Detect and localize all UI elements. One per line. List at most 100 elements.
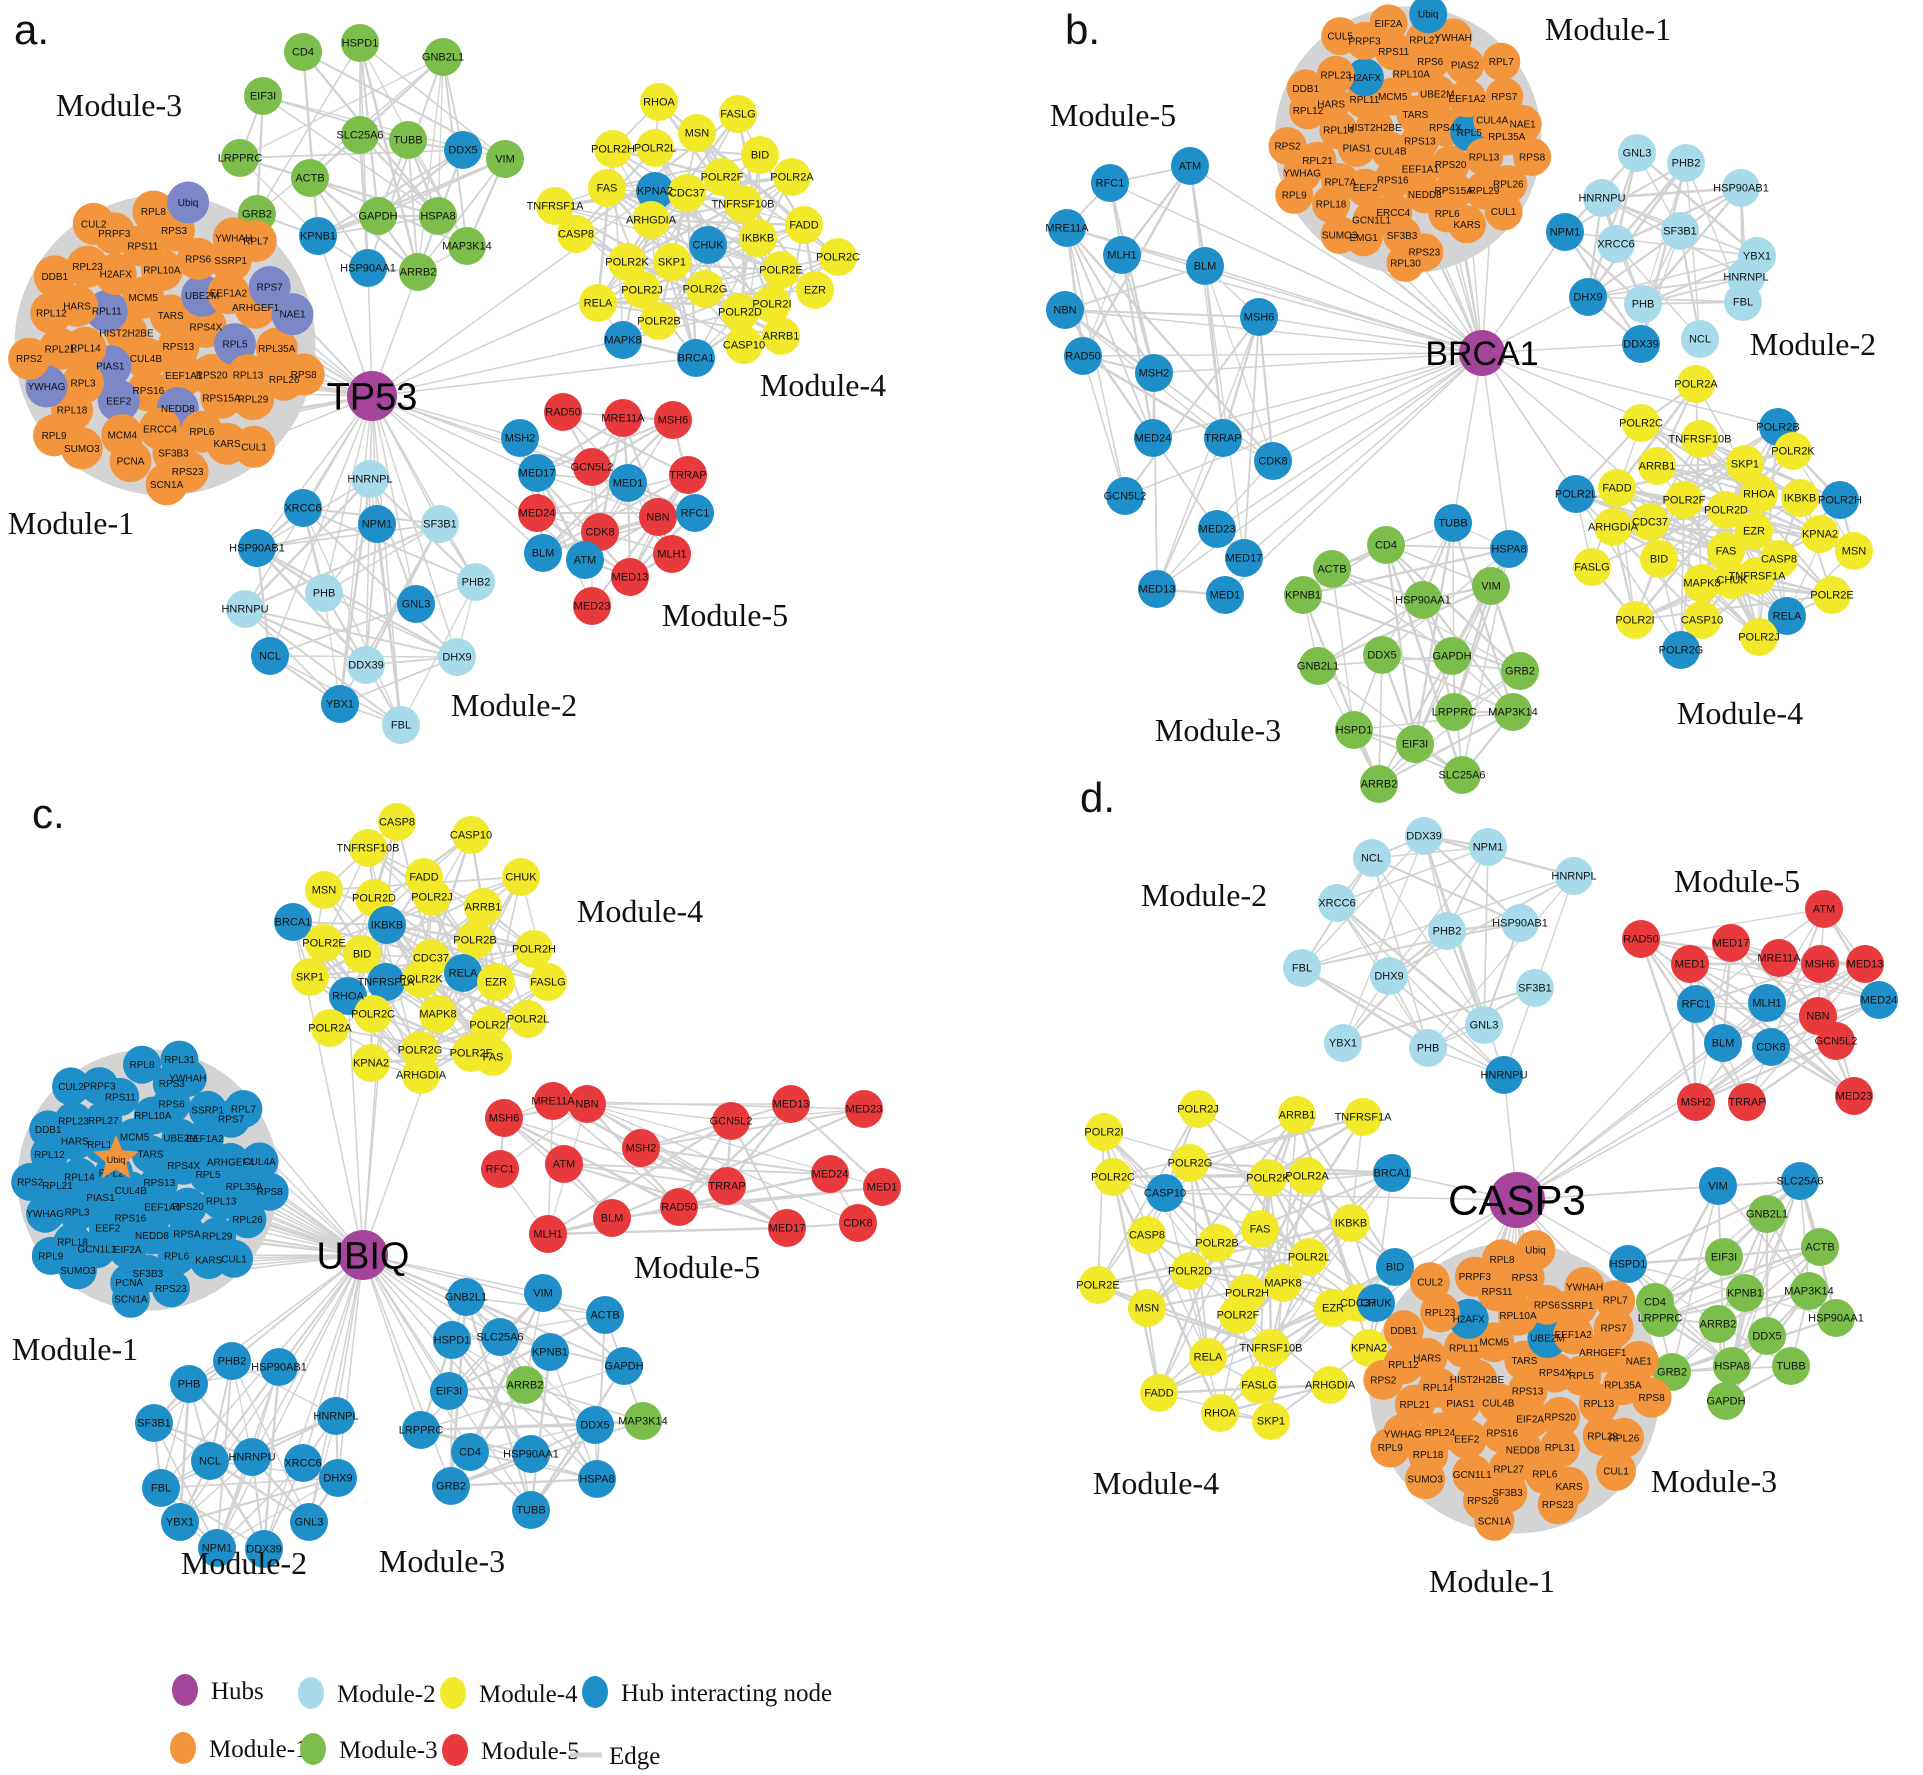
- node-GRB2[interactable]: [1501, 652, 1539, 690]
- node-SUMO3[interactable]: [1320, 216, 1359, 254]
- node-MED17[interactable]: [1225, 539, 1263, 577]
- node-RELA[interactable]: [1768, 597, 1806, 635]
- node-MCM5[interactable]: [1474, 1322, 1515, 1363]
- node-POLR2H[interactable]: [594, 130, 632, 168]
- node-NAE1[interactable]: [1618, 1340, 1659, 1381]
- node-PHB2[interactable]: [457, 563, 495, 601]
- node-CASP10[interactable]: [1683, 601, 1721, 639]
- node-MAPK8[interactable]: [419, 995, 457, 1033]
- node-HNRNPU[interactable]: [1583, 179, 1621, 217]
- node-TRRAP[interactable]: [1204, 419, 1242, 457]
- node-MED13[interactable]: [772, 1085, 810, 1123]
- node-XRCC6[interactable]: [284, 489, 322, 527]
- node-CASP10[interactable]: [1146, 1174, 1184, 1212]
- node-FASLG[interactable]: [529, 963, 567, 1001]
- node-ACTB[interactable]: [291, 159, 329, 197]
- hub-node-CASP3[interactable]: [1489, 1172, 1545, 1228]
- node-EZR[interactable]: [1735, 512, 1773, 550]
- hub-node-UBIQ[interactable]: [338, 1230, 388, 1280]
- node-ACTB[interactable]: [1313, 550, 1351, 588]
- node-MSN[interactable]: [678, 114, 716, 152]
- node-TNFRSF10B[interactable]: [349, 829, 387, 867]
- node-GNL3[interactable]: [1618, 134, 1656, 172]
- node-RPL9[interactable]: [1370, 1427, 1411, 1468]
- node-YWHAG[interactable]: [26, 1194, 65, 1233]
- node-RAD50[interactable]: [544, 393, 582, 431]
- node-FADD[interactable]: [785, 206, 823, 244]
- node-RPS8[interactable]: [1631, 1377, 1672, 1418]
- node-ARRB1[interactable]: [1278, 1096, 1316, 1134]
- node-SCN1A[interactable]: [145, 463, 188, 506]
- node-PCNA[interactable]: [109, 440, 152, 483]
- node-CDK8[interactable]: [839, 1204, 877, 1242]
- node-PHB[interactable]: [1624, 285, 1662, 323]
- node-KPNA2[interactable]: [636, 172, 674, 210]
- node-MRE11A[interactable]: [534, 1082, 572, 1120]
- node-RPL7[interactable]: [1482, 42, 1521, 81]
- node-Ubiq[interactable]: [167, 181, 210, 224]
- node-FADD[interactable]: [1140, 1374, 1178, 1412]
- node-POLR2E[interactable]: [1079, 1266, 1117, 1304]
- node-Ubiq[interactable]: [1409, 0, 1448, 34]
- node-NBN[interactable]: [568, 1085, 606, 1123]
- node-POLR2I[interactable]: [470, 1006, 508, 1044]
- node-HSPD1[interactable]: [1335, 711, 1373, 749]
- node-POLR2A[interactable]: [773, 158, 811, 196]
- node-POLR2H[interactable]: [1821, 481, 1859, 519]
- node-FAS[interactable]: [588, 169, 626, 207]
- node-SF3B1[interactable]: [421, 505, 459, 543]
- node-GCN5L2[interactable]: [712, 1102, 750, 1140]
- node-MSH2[interactable]: [622, 1129, 660, 1167]
- node-MED24[interactable]: [1860, 981, 1898, 1019]
- node-RPL18[interactable]: [1312, 185, 1351, 224]
- node-MSH2[interactable]: [1677, 1083, 1715, 1121]
- node-MED13[interactable]: [1138, 570, 1176, 608]
- node-EIF3I[interactable]: [1705, 1238, 1743, 1276]
- node-MSH6[interactable]: [485, 1099, 523, 1137]
- node-POLR2C[interactable]: [1094, 1158, 1132, 1196]
- node-MED24[interactable]: [518, 494, 556, 532]
- node-FAS[interactable]: [1707, 532, 1745, 570]
- node-EZR[interactable]: [1314, 1289, 1352, 1327]
- node-HSPD1[interactable]: [1609, 1245, 1647, 1283]
- node-HNRNPL[interactable]: [317, 1397, 355, 1435]
- node-SCN1A[interactable]: [1474, 1500, 1515, 1541]
- node-BID[interactable]: [1640, 540, 1678, 578]
- node-NCL[interactable]: [1353, 839, 1391, 877]
- node-POLR2A[interactable]: [1288, 1157, 1326, 1195]
- node-POLR2J[interactable]: [413, 878, 451, 916]
- node-EZR[interactable]: [796, 271, 834, 309]
- node-RAD50[interactable]: [1622, 920, 1660, 958]
- node-HSP90AB1[interactable]: [1501, 904, 1539, 942]
- node-MRE11A[interactable]: [1760, 939, 1798, 977]
- node-HSPA8[interactable]: [578, 1460, 616, 1498]
- node-MAP3K14[interactable]: [624, 1402, 662, 1440]
- node-RPS6[interactable]: [1526, 1284, 1567, 1325]
- node-KPNB1[interactable]: [1726, 1274, 1764, 1312]
- node-MRE11A[interactable]: [604, 399, 642, 437]
- node-CASP8[interactable]: [557, 215, 595, 253]
- node-DDX5[interactable]: [1748, 1317, 1786, 1355]
- node-FADD[interactable]: [1598, 469, 1636, 507]
- node-RHOA[interactable]: [1740, 475, 1778, 513]
- node-MED13[interactable]: [1846, 945, 1884, 983]
- node-MSH6[interactable]: [1240, 298, 1278, 336]
- node-MLH1[interactable]: [1103, 236, 1141, 274]
- node-RPL30[interactable]: [1386, 243, 1425, 282]
- node-GNB2L1[interactable]: [424, 38, 462, 76]
- node-GNB2L1[interactable]: [447, 1278, 485, 1316]
- node-MED24[interactable]: [1134, 419, 1172, 457]
- node-POLR2K[interactable]: [608, 243, 646, 281]
- node-SKP1[interactable]: [291, 958, 329, 996]
- node-BLM[interactable]: [524, 534, 562, 572]
- node-ATM[interactable]: [1805, 890, 1843, 928]
- node-SLC25A6[interactable]: [341, 116, 379, 154]
- node-FASLG[interactable]: [1240, 1366, 1278, 1404]
- node-EEF2[interactable]: [97, 379, 140, 422]
- node-POLR2C[interactable]: [1622, 404, 1660, 442]
- node-VIM[interactable]: [524, 1274, 562, 1312]
- node-XRCC6[interactable]: [284, 1444, 322, 1482]
- node-HNRNPL[interactable]: [1555, 857, 1593, 895]
- node-YWHAH[interactable]: [1564, 1267, 1605, 1307]
- node-RPS8[interactable]: [1513, 138, 1552, 176]
